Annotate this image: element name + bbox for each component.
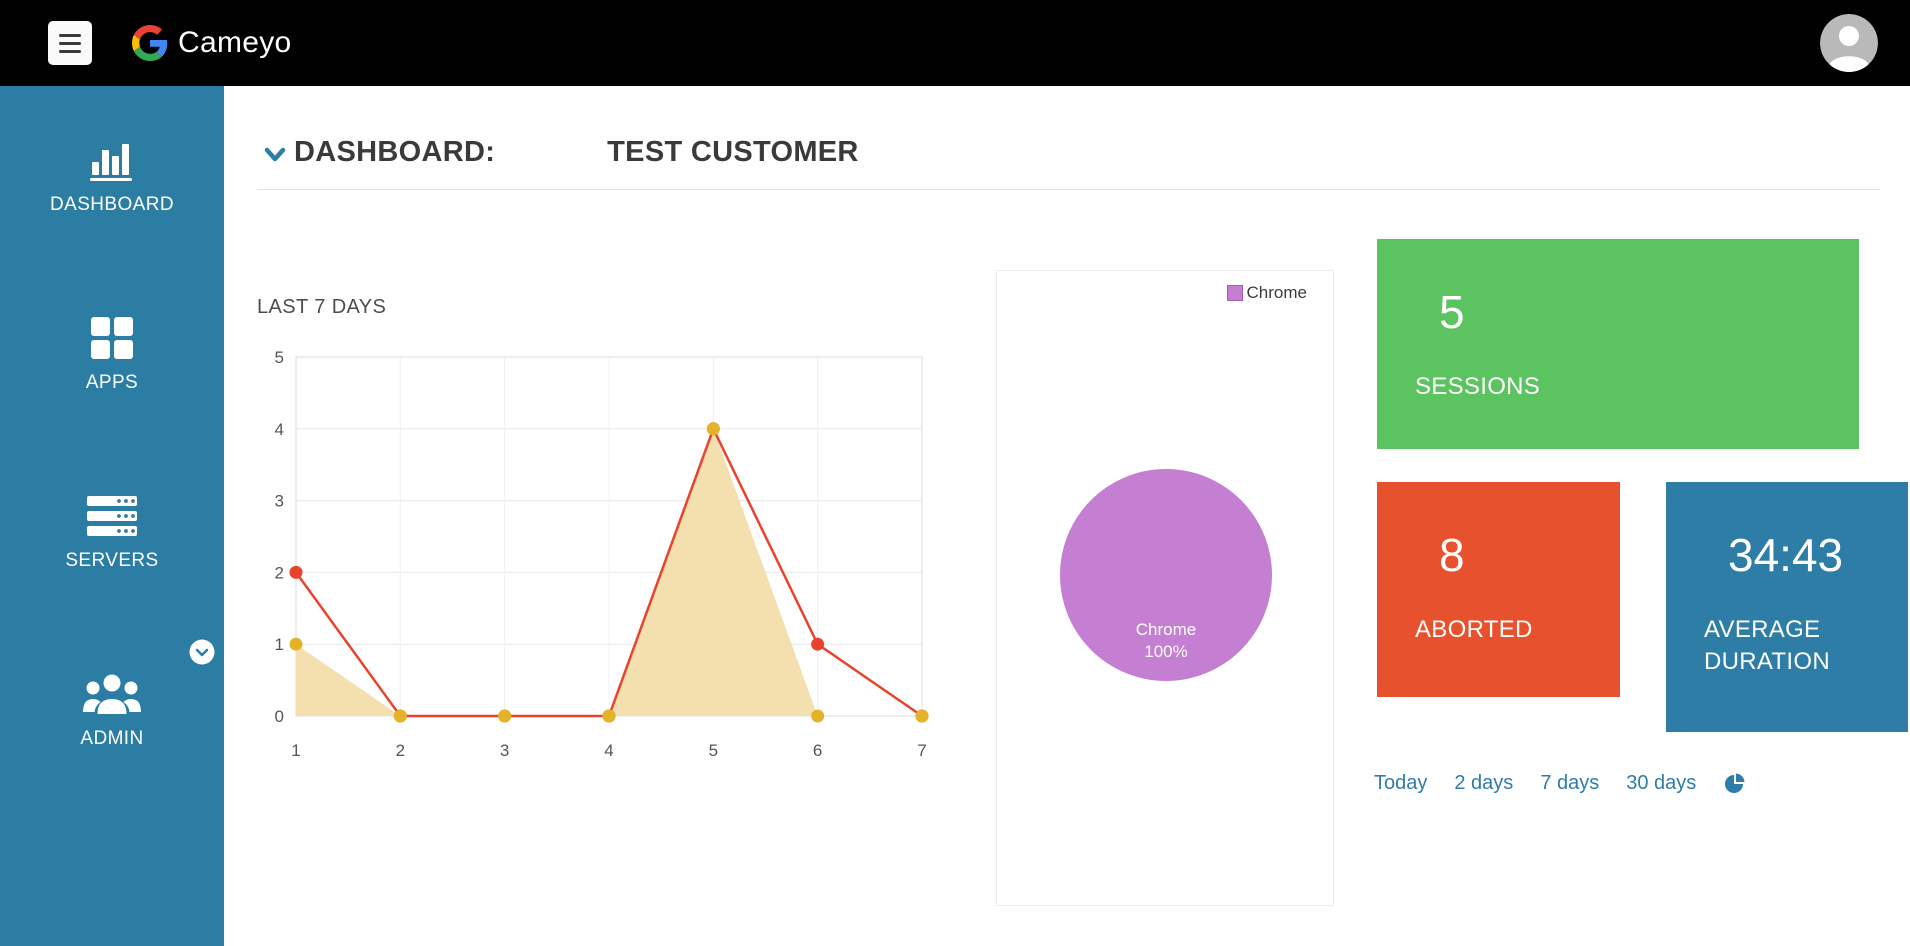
sidebar-item-dashboard[interactable]: DASHBOARD — [50, 138, 174, 216]
sidebar-item-apps[interactable]: APPS — [86, 316, 138, 394]
range-link-2-days[interactable]: 2 days — [1454, 772, 1514, 794]
brand-name: Cameyo — [178, 26, 292, 59]
hamburger-menu-button[interactable] — [48, 21, 92, 65]
sidebar-item-label: DASHBOARD — [50, 194, 174, 215]
users-icon — [82, 672, 141, 716]
svg-text:1: 1 — [275, 635, 284, 654]
pie-slice-label: Chrome — [1136, 620, 1196, 639]
pie-chart-icon[interactable] — [1723, 773, 1745, 795]
legend-label: Chrome — [1246, 283, 1307, 302]
range-link-7-days[interactable]: 7 days — [1540, 772, 1600, 794]
svg-text:4: 4 — [604, 741, 613, 760]
sessions-label: SESSIONS — [1415, 373, 1541, 400]
svg-text:3: 3 — [275, 492, 284, 511]
average-duration-card: 34:43 AVERAGE DURATION — [1666, 482, 1908, 732]
range-link-30-days[interactable]: 30 days — [1626, 772, 1697, 794]
range-link-today[interactable]: Today — [1374, 772, 1428, 794]
pie-legend: Chrome — [1226, 283, 1307, 303]
user-avatar[interactable] — [1820, 14, 1878, 72]
aborted-card: 8 ABORTED — [1377, 482, 1620, 697]
aborted-label: ABORTED — [1415, 616, 1533, 643]
bar-chart-icon — [89, 138, 135, 182]
svg-text:6: 6 — [813, 741, 822, 760]
average-duration-value: 34:43 — [1728, 529, 1844, 581]
hamburger-icon — [59, 33, 81, 37]
sessions-count: 5 — [1439, 286, 1465, 338]
chevron-down-icon[interactable] — [264, 146, 286, 164]
grid-icon — [90, 316, 134, 360]
browser-pie-panel: Chrome Chrome 100% — [996, 270, 1334, 906]
svg-text:5: 5 — [275, 348, 284, 367]
page-title: DASHBOARD: — [294, 136, 496, 168]
svg-text:3: 3 — [500, 741, 509, 760]
svg-text:2: 2 — [275, 563, 284, 582]
customer-name: TEST CUSTOMER — [607, 136, 859, 168]
average-duration-label: AVERAGE DURATION — [1704, 616, 1830, 676]
server-icon — [86, 494, 137, 538]
sessions-card: 5 SESSIONS — [1377, 239, 1859, 449]
topbar: Cameyo — [0, 0, 1910, 86]
sidebar-item-label: APPS — [85, 372, 139, 393]
svg-text:0: 0 — [275, 707, 284, 726]
svg-text:1: 1 — [291, 741, 300, 760]
svg-text:2: 2 — [396, 741, 405, 760]
browser-pie-chart: Chrome 100% — [1060, 469, 1272, 681]
sidebar-item-label: ADMIN — [80, 728, 144, 749]
page-header: DASHBOARD: TEST CUSTOMER — [264, 136, 859, 169]
svg-text:5: 5 — [709, 741, 718, 760]
aborted-count: 8 — [1439, 529, 1465, 581]
svg-text:7: 7 — [917, 741, 926, 760]
brand: Cameyo — [132, 25, 292, 61]
chart-title: LAST 7 DAYS — [257, 296, 387, 318]
pie-slice-percent: 100% — [1144, 642, 1187, 661]
legend-swatch — [1226, 285, 1243, 301]
divider — [257, 189, 1880, 190]
sidebar: DASHBOARD APPS — [0, 86, 224, 946]
chevron-down-icon — [189, 639, 215, 665]
admin-collapse-toggle[interactable] — [189, 639, 215, 665]
pie-slice-chrome — [1060, 469, 1272, 681]
sidebar-item-label: SERVERS — [65, 550, 159, 571]
sidebar-item-admin[interactable]: ADMIN — [80, 672, 143, 750]
range-links: Today 2 days 7 days 30 days — [1374, 772, 1745, 795]
google-logo-icon — [132, 25, 168, 61]
svg-text:4: 4 — [275, 420, 284, 439]
sidebar-item-servers[interactable]: SERVERS — [65, 494, 158, 572]
